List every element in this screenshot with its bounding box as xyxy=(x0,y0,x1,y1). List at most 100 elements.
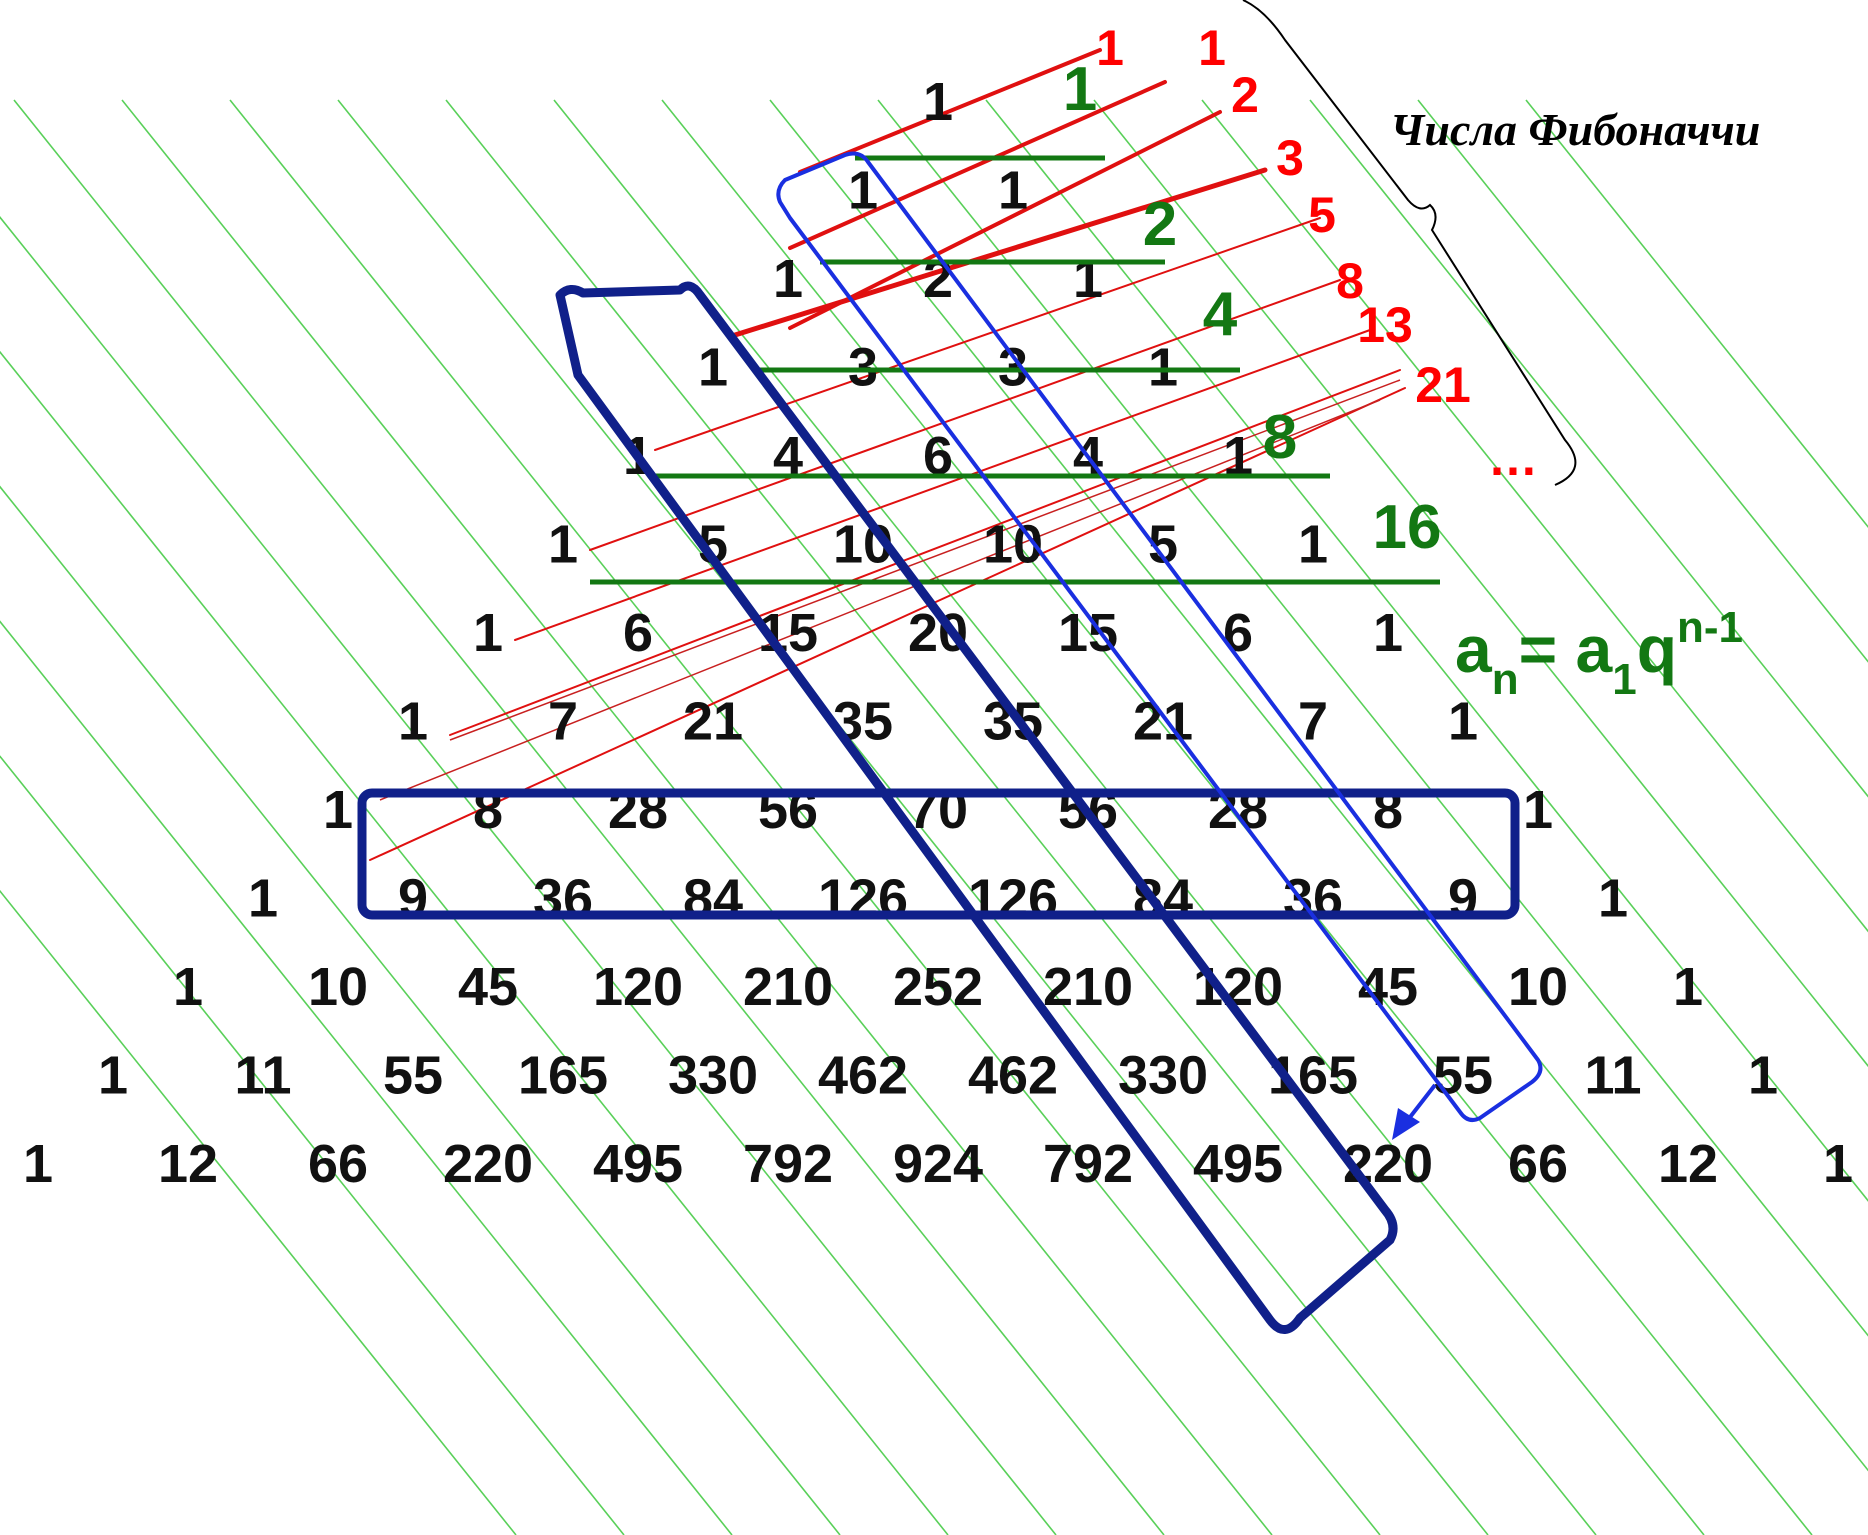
blue-arrow-head xyxy=(1392,1108,1420,1140)
red-fibonacci-line xyxy=(788,110,1222,330)
diagonal-highlight-box-blue xyxy=(776,151,1543,1122)
green-diagonal-line xyxy=(553,99,1705,1535)
pascal-number: 55 xyxy=(383,1046,443,1106)
pascal-number: 1 xyxy=(698,338,728,398)
red-fibonacci-lines xyxy=(369,48,1406,861)
pascal-number: 1 xyxy=(23,1134,53,1194)
pascal-number: 495 xyxy=(593,1134,683,1194)
pascal-number: 792 xyxy=(743,1134,833,1194)
pascal-number: 1 xyxy=(773,249,803,309)
pascal-number: 15 xyxy=(1058,603,1118,663)
fibonacci-number-label: 1 xyxy=(1096,20,1124,76)
pascal-number: 7 xyxy=(1298,692,1328,752)
pascal-number: 220 xyxy=(1343,1134,1433,1194)
green-diagonal-line xyxy=(0,485,841,1535)
curly-brace xyxy=(1242,0,1577,486)
row-sum-label: 8 xyxy=(1263,403,1297,472)
pascal-number: 45 xyxy=(458,957,518,1017)
green-diagonal-line xyxy=(13,99,1165,1535)
pascal-number: 495 xyxy=(1193,1134,1283,1194)
green-diagonal-line xyxy=(1201,99,1868,933)
pascal-number: 66 xyxy=(1508,1134,1568,1194)
red-fibonacci-line xyxy=(654,217,1321,451)
pascal-number: 330 xyxy=(1118,1046,1208,1106)
pascal-number: 1 xyxy=(1073,249,1103,309)
green-diagonal-line xyxy=(769,99,1868,1472)
green-diagonal-line xyxy=(985,99,1868,1202)
pascal-number: 10 xyxy=(1508,957,1568,1017)
red-fibonacci-line xyxy=(788,80,1167,250)
red-fibonacci-line xyxy=(514,329,1371,641)
formula-a: a xyxy=(1455,612,1493,686)
pascal-number: 1 xyxy=(1373,603,1403,663)
pascal-number: 7 xyxy=(548,692,578,752)
pascal-number: 210 xyxy=(1043,957,1133,1017)
pascal-number: 220 xyxy=(443,1134,533,1194)
fibonacci-number-label: 13 xyxy=(1357,297,1413,353)
green-diagonal-line xyxy=(1093,99,1868,1068)
pascal-number: 120 xyxy=(593,957,683,1017)
pascal-number: 55 xyxy=(1433,1046,1493,1106)
pascal-number: 1 xyxy=(323,780,353,840)
fibonacci-number-label: 1 xyxy=(1198,20,1226,76)
pascal-number: 462 xyxy=(968,1046,1058,1106)
green-diagonal-line xyxy=(0,620,733,1535)
pascal-number: 1 xyxy=(1673,957,1703,1017)
pascal-number: 10 xyxy=(308,957,368,1017)
green-diagonal-line xyxy=(1525,99,1868,529)
pascal-number: 1 xyxy=(1448,692,1478,752)
pascal-number: 1 xyxy=(98,1046,128,1106)
fibonacci-brace-group: Числа Фибоначчи xyxy=(1242,0,1760,486)
highlight-boxes xyxy=(357,151,1543,1334)
green-diagonal-line xyxy=(877,99,1868,1337)
pascal-number: 1 xyxy=(1298,515,1328,575)
green-diagonal-lines xyxy=(0,99,1868,1535)
row-sum-label: 16 xyxy=(1373,493,1442,562)
pascal-number: 12 xyxy=(1658,1134,1718,1194)
pascal-number: 6 xyxy=(1223,603,1253,663)
pascal-number: 1 xyxy=(548,515,578,575)
formula-eq: = a xyxy=(1519,612,1614,686)
fibonacci-title: Числа Фибоначчи xyxy=(1390,104,1760,155)
green-diagonal-line xyxy=(337,99,1489,1535)
formula-sub-1: 1 xyxy=(1612,655,1636,704)
green-diagonal-line xyxy=(121,99,1273,1535)
pascal-number: 1 xyxy=(398,692,428,752)
red-fibonacci-line xyxy=(798,48,1102,174)
green-diagonal-line xyxy=(1417,99,1868,663)
pascal-number: 1 xyxy=(1523,780,1553,840)
pascal-number: 6 xyxy=(623,603,653,663)
red-fibonacci-line xyxy=(449,379,1401,741)
pascal-number: 1 xyxy=(248,869,278,929)
fibonacci-number-label: 2 xyxy=(1231,67,1259,123)
row-sum-label: 1 xyxy=(1063,55,1097,124)
pascal-number: 462 xyxy=(818,1046,908,1106)
formula-exponent: n-1 xyxy=(1677,603,1743,652)
pascal-number: 1 xyxy=(1598,869,1628,929)
red-fibonacci-line xyxy=(369,387,1406,861)
formula-sub-n: n xyxy=(1492,655,1519,704)
pascal-number: 1 xyxy=(923,72,953,132)
fibonacci-number-label: 5 xyxy=(1308,187,1336,243)
row-7-highlight-box xyxy=(357,788,1520,920)
fibonacci-number-label: 8 xyxy=(1336,253,1364,309)
pascal-number: 924 xyxy=(893,1134,983,1194)
pascal-number: 1 xyxy=(1748,1046,1778,1106)
pascal-number: 1 xyxy=(1823,1134,1853,1194)
red-fibonacci-line xyxy=(379,399,1381,801)
green-diagonal-line xyxy=(0,755,625,1535)
red-fibonacci-line xyxy=(589,279,1341,551)
fibonacci-number-label: 21 xyxy=(1415,357,1471,413)
pascal-number: 11 xyxy=(234,1046,291,1106)
red-fibonacci-line xyxy=(449,369,1401,736)
green-diagonal-line xyxy=(445,99,1597,1535)
row-sum-label: 2 xyxy=(1143,190,1177,259)
pascal-number: 330 xyxy=(668,1046,758,1106)
pascal-number: 12 xyxy=(158,1134,218,1194)
formula-q: q xyxy=(1637,612,1677,686)
pascal-number: 1 xyxy=(473,603,503,663)
green-diagonal-line xyxy=(229,99,1381,1535)
pascal-number: 66 xyxy=(308,1134,368,1194)
